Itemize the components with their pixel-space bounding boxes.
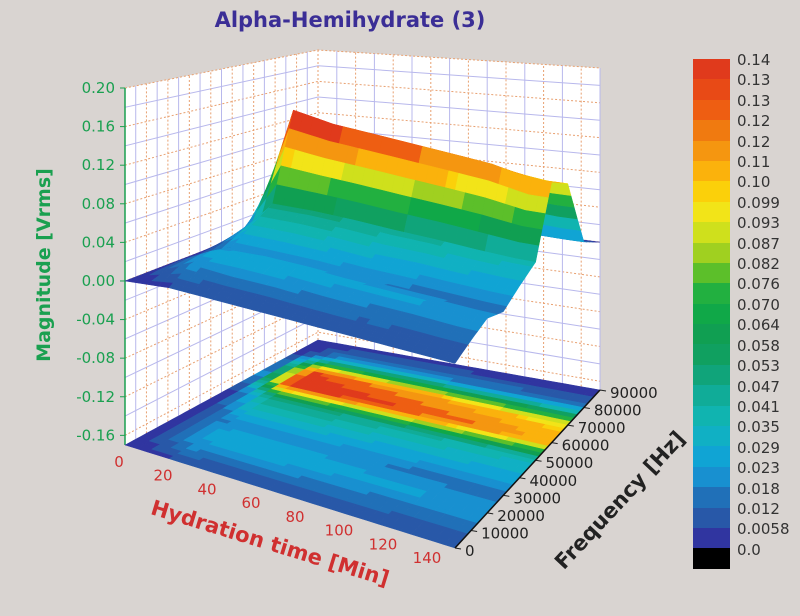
colorbar-swatch [693,303,730,325]
z-tick-label: 0.20 [82,79,115,97]
z-tick-label: 0.08 [82,195,115,213]
colorbar-label: 0.087 [737,234,780,253]
x-tick-label: 60 [241,494,260,512]
colorbar-label: 0.093 [737,214,780,233]
z-tick-label: -0.12 [76,388,115,406]
colorbar-swatch [693,364,730,386]
y-tick [471,529,478,532]
y-tick-label: 90000 [610,384,658,402]
colorbar-swatch [693,59,730,80]
z-axis-label: Magnitude [Vrms] [33,168,55,362]
colorbar-label: 0.064 [737,316,780,335]
y-tick-label: 50000 [546,454,594,472]
colorbar-label: 0.029 [737,438,780,457]
y-tick [487,512,494,515]
z-tick-label: -0.08 [76,349,115,367]
y-tick-label: 20000 [497,507,545,525]
colorbar-label: 0.099 [737,193,780,212]
y-tick [567,424,574,427]
colorbar-label: 0.13 [737,91,771,110]
colorbar-swatch [693,527,730,549]
colorbar-label: 0.11 [737,153,771,172]
colorbar-label: 0.0 [737,540,761,559]
y-tick-label: 40000 [529,472,577,490]
colorbar-swatch [693,160,730,182]
colorbar-swatch [693,181,730,202]
colorbar-swatch [693,140,730,161]
colorbar-swatch [693,344,730,365]
colorbar [693,59,730,569]
y-tick-label: 10000 [481,524,529,542]
colorbar-label: 0.14 [737,51,771,69]
colorbar-label: 0.070 [737,295,780,314]
colorbar-swatch [693,99,730,121]
y-tick [503,494,510,497]
colorbar-swatch [693,385,730,406]
y-tick-label: 0 [465,542,475,560]
colorbar-label: 0.058 [737,336,780,355]
colorbar-swatch [693,242,730,263]
floor-contour [124,339,601,549]
colorbar-label: 0.047 [737,377,780,396]
surface [124,109,601,364]
colorbar-swatch [693,324,730,345]
z-tick-label: 0.12 [82,156,115,174]
colorbar-swatch [693,405,730,427]
x-tick-label: 0 [114,453,124,471]
x-tick-label: 140 [413,549,442,567]
colorbar-swatch [693,487,730,508]
colorbar-label: 0.053 [737,357,780,376]
x-tick-label: 40 [197,480,216,498]
y-tick-label: 80000 [594,402,642,420]
colorbar-labels: 0.14 0.13 0.13 0.12 0.12 0.11 0.10 0.099 0.093 0.… [737,50,790,560]
z-tick-label: -0.04 [76,311,115,329]
y-axis-line [454,389,601,549]
colorbar-swatch [693,507,730,528]
y-tick-label: 60000 [562,437,610,455]
colorbar-label: 0.0058 [737,520,790,539]
colorbar-label: 0.10 [737,173,771,192]
colorbar-label: 0.082 [737,255,780,274]
colorbar-label: 0.041 [737,397,780,416]
colorbar-label: 0.035 [737,418,780,437]
z-tick-label: -0.16 [76,426,115,444]
colorbar-label: 0.076 [737,275,780,294]
z-tick-label: 0.04 [82,233,115,251]
y-tick-label: 30000 [513,489,561,507]
y-tick [519,477,526,480]
colorbar-swatch [693,120,730,141]
colorbar-label: 0.12 [737,132,771,151]
x-tick-label: 20 [153,467,172,485]
colorbar-swatch [693,79,730,100]
colorbar-label: 0.012 [737,499,780,518]
colorbar-swatch [693,283,730,304]
colorbar-swatch [693,466,730,488]
chart-title: Alpha-Hemihydrate (3) [214,8,486,32]
colorbar-label: 0.023 [737,459,780,478]
y-tick [535,459,542,462]
y-tick [583,407,590,410]
colorbar-label: 0.13 [737,71,771,90]
colorbar-label: 0.12 [737,112,771,131]
x-tick-label: 120 [369,535,398,553]
x-tick-label: 100 [325,522,354,540]
colorbar-swatch [693,548,730,569]
colorbar-label: 0.018 [737,479,780,498]
z-tick-label: 0.16 [82,118,115,136]
surface-cell [443,355,459,364]
colorbar-swatch [693,262,730,284]
y-tick-label: 70000 [578,419,626,437]
colorbar-swatch [693,446,730,467]
y-tick [454,547,462,550]
z-tick-label: 0.00 [82,272,115,290]
y-tick [551,442,558,445]
y-tick [599,389,607,392]
x-tick-label: 80 [285,508,304,526]
colorbar-swatch [693,426,730,447]
colorbar-swatch [693,201,730,223]
colorbar-swatch [693,222,730,243]
